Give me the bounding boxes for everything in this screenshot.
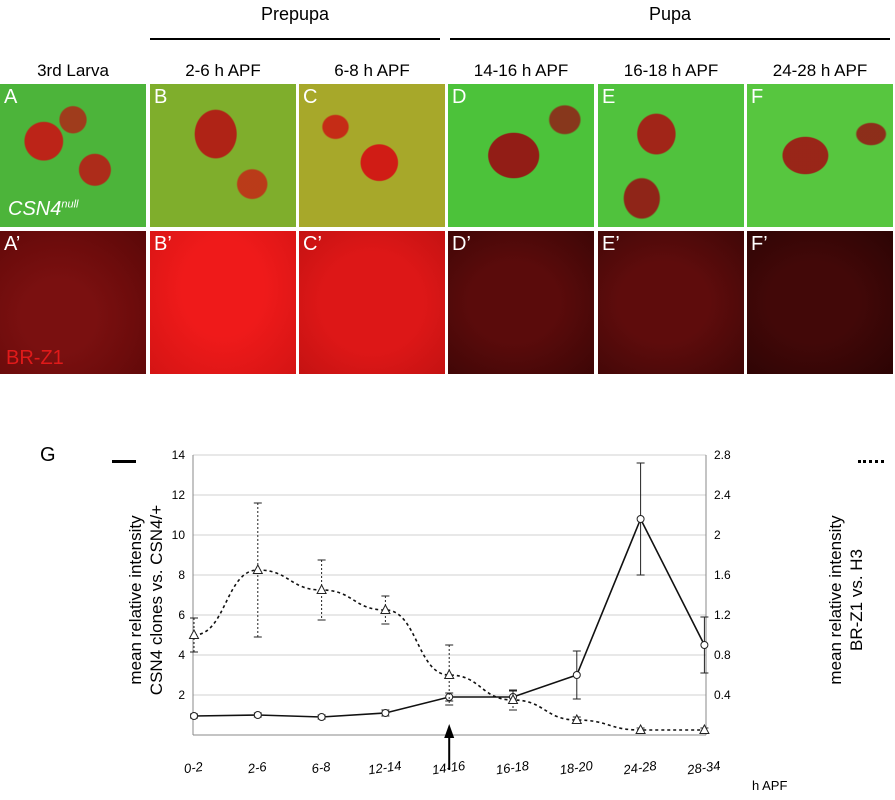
stage-label-pupa: Pupa [648, 4, 692, 24]
panel-letter-a: A [4, 86, 18, 108]
left-tick-label: 14 [172, 448, 186, 462]
panel-letter-c-prime: C’ [303, 233, 322, 255]
x-tick-label: 28-34 [685, 758, 721, 778]
right-tick-label: 0.8 [714, 648, 731, 662]
left-tick-label: 4 [178, 648, 185, 662]
data-point-brz1 [316, 583, 327, 594]
panel-f-prime: F’ [747, 231, 893, 374]
left-tick-label: 12 [172, 488, 186, 502]
data-point-brz1 [443, 668, 455, 679]
panel-letter-a-prime: A’ [4, 233, 21, 255]
column-label-14-16h: 14-16 h APF [473, 61, 569, 80]
data-point-csn4 [317, 713, 326, 721]
data-point-brz1 [507, 693, 519, 704]
panel-a-prime: A’ BR-Z1 [0, 231, 146, 374]
stage-line-pupa [450, 38, 890, 40]
left-tick-label: 6 [178, 608, 185, 622]
stage-line-prepupa [150, 38, 440, 40]
series-line-brz1 [193, 569, 705, 731]
left-tick-label: 8 [178, 568, 185, 582]
panel-letter-e-prime: E’ [602, 233, 620, 255]
data-point-csn4 [253, 711, 262, 719]
data-point-csn4 [381, 709, 390, 717]
x-axis-label: h APF [752, 778, 787, 793]
legend-solid-line [112, 460, 136, 463]
right-tick-label: 1.6 [714, 568, 731, 582]
panel-letter-e: E [602, 86, 616, 108]
panel-d: D [448, 84, 594, 227]
right-tick-label: 0.4 [714, 688, 731, 702]
x-tick-label: 18-20 [559, 758, 595, 778]
panel-letter-d-prime: D’ [452, 233, 471, 255]
data-point-csn4 [636, 515, 645, 523]
panel-letter-d: D [452, 86, 467, 108]
data-point-brz1 [188, 628, 200, 639]
column-label-2-6h: 2-6 h APF [185, 61, 261, 80]
legend-dotted-line [858, 460, 884, 463]
panel-letter-b: B [154, 86, 168, 108]
panel-c: C [299, 84, 445, 227]
data-point-brz1 [252, 563, 264, 574]
series-line-csn4 [193, 517, 706, 718]
data-point-csn4 [572, 671, 581, 679]
genotype-label: CSN4null [8, 198, 79, 220]
stain-label: BR-Z1 [6, 347, 64, 369]
data-point-csn4 [700, 641, 709, 649]
column-label-3rd-larva: 3rd Larva [37, 61, 109, 80]
column-label-6-8h: 6-8 h APF [334, 61, 410, 80]
panel-b-prime: B’ [150, 231, 296, 374]
panel-a: A CSN4null [0, 84, 146, 227]
panel-f: F [747, 84, 893, 227]
data-point-csn4 [190, 712, 198, 720]
right-tick-label: 1.2 [714, 608, 731, 622]
panel-letter-g: G [40, 444, 56, 466]
column-label-16-18h: 16-18 h APF [623, 61, 719, 80]
right-tick-label: 2.4 [714, 488, 731, 502]
panel-letter-b-prime: B’ [154, 233, 172, 255]
panel-c-prime: C’ [299, 231, 445, 374]
x-tick-label: 12-14 [367, 758, 402, 777]
x-tick-label: 6-8 [311, 759, 332, 777]
panel-d-prime: D’ [448, 231, 594, 374]
right-tick-label: 2.8 [714, 448, 731, 462]
data-point-brz1 [699, 723, 710, 734]
stage-label-prepupa: Prepupa [260, 4, 330, 24]
panel-b: B [150, 84, 296, 227]
annotation-arrow-head [444, 724, 455, 738]
panel-letter-f-prime: F’ [751, 233, 768, 255]
data-point-brz1 [635, 723, 646, 734]
left-tick-label: 2 [178, 688, 185, 702]
column-label-24-28h: 24-28 h APF [772, 61, 868, 80]
panel-letter-c: C [303, 86, 318, 108]
x-tick-label: 24-28 [621, 758, 658, 778]
x-tick-label: 0-2 [183, 759, 204, 777]
left-tick-label: 10 [172, 528, 186, 542]
panel-e-prime: E’ [598, 231, 744, 374]
x-tick-label: 16-18 [495, 758, 531, 778]
x-tick-label: 2-6 [246, 759, 268, 777]
data-point-brz1 [380, 603, 391, 614]
right-tick-label: 2 [714, 528, 721, 542]
panel-letter-f: F [751, 86, 764, 108]
panel-e: E [598, 84, 744, 227]
data-point-brz1 [571, 713, 583, 724]
